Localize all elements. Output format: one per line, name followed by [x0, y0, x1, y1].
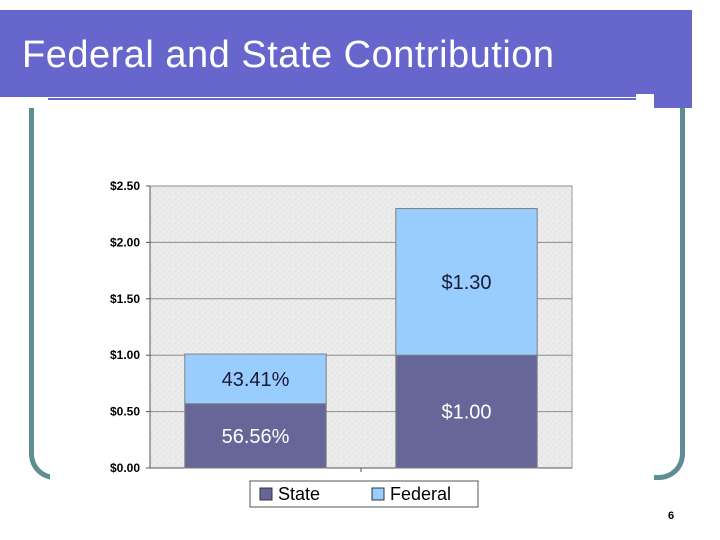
- y-tick-label: $1.00: [110, 348, 140, 362]
- legend-swatch-federal: [371, 487, 385, 501]
- y-tick-label: $0.00: [110, 461, 140, 475]
- bar-segment-state: [395, 354, 538, 469]
- bar-segment-state: [184, 403, 327, 469]
- data-label: 43.41%: [222, 369, 290, 391]
- title-bar: [0, 10, 692, 94]
- y-tick-label: $2.00: [110, 235, 140, 249]
- slide-title: Federal and State Contribution: [22, 34, 555, 76]
- legend-label-federal: Federal: [390, 484, 451, 504]
- data-label: $1.00: [441, 402, 491, 424]
- y-tick-label: $1.50: [110, 292, 140, 306]
- bar-segment-federal: [395, 208, 538, 356]
- legend-swatch-state: [259, 487, 273, 501]
- bar-segment-federal: [184, 353, 327, 405]
- title-bar-extension: [654, 10, 692, 108]
- data-label: $1.30: [441, 272, 491, 294]
- plot-area: $0.00 $0.50 $1.00 $1.50 $2.00 $2.50 56.56% 43.4…: [110, 179, 573, 475]
- title-underline-secondary: [48, 98, 636, 100]
- page-number: 6: [668, 510, 675, 522]
- title-underline: [0, 94, 636, 97]
- legend: State Federal: [249, 480, 479, 508]
- legend-box: [249, 480, 479, 508]
- legend-label-state: State: [278, 484, 320, 504]
- y-tick-label: $2.50: [110, 179, 140, 193]
- y-tick-label: $0.50: [110, 405, 140, 419]
- data-label: 56.56%: [222, 426, 290, 448]
